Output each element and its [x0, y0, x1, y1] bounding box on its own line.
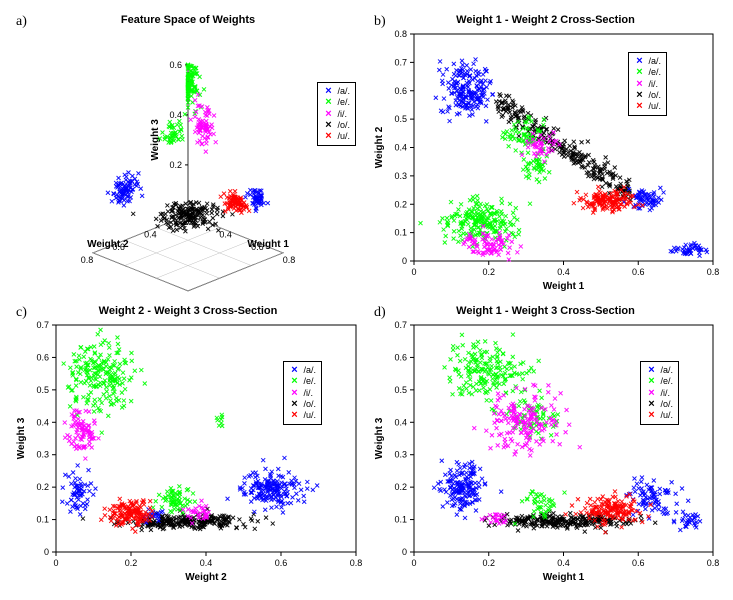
svg-text:0.8: 0.8: [283, 255, 296, 265]
legend-marker: ×: [289, 376, 299, 387]
legend-label: /i/.: [337, 109, 347, 120]
svg-text:0.8: 0.8: [350, 558, 363, 568]
chart-grid: a) Feature Space of Weights 0.20.40.60.8…: [10, 10, 723, 590]
svg-text:0.5: 0.5: [394, 114, 407, 124]
legend-item: × /u/.: [646, 410, 673, 421]
legend-marker: ×: [323, 109, 333, 120]
panel-d: d) Weight 1 - Weight 3 Cross-Section 00.…: [368, 301, 723, 590]
svg-text:0.8: 0.8: [707, 267, 720, 277]
svg-text:0.6: 0.6: [169, 60, 182, 70]
legend-item: × /e/.: [646, 376, 673, 387]
legend-marker: ×: [323, 131, 333, 142]
svg-text:0.1: 0.1: [36, 515, 49, 525]
svg-text:0: 0: [402, 256, 407, 266]
legend: ×/a/.×/e/.×/i/.×/o/.×/u/.: [317, 82, 356, 146]
legend-item: × /u/.: [289, 410, 316, 421]
svg-text:Weight 2: Weight 2: [374, 126, 385, 168]
svg-text:Weight 2: Weight 2: [87, 239, 129, 250]
title-a: Feature Space of Weights: [10, 14, 366, 26]
svg-text:0.6: 0.6: [36, 352, 49, 362]
svg-text:0.4: 0.4: [219, 230, 232, 240]
svg-text:Weight 1: Weight 1: [247, 239, 289, 250]
title-b: Weight 1 - Weight 2 Cross-Section: [368, 14, 723, 26]
chart-a: 0.20.40.60.80.20.40.60.800.20.40.6Weight…: [10, 28, 366, 295]
svg-text:Weight 1: Weight 1: [543, 281, 585, 292]
chart-b: 0 0.2 0.4 0.6 0.8 0 0.1 0.2 0.3 0.4 0.5 0.6 0.7 0.8 We…: [368, 28, 723, 295]
svg-text:0.3: 0.3: [394, 171, 407, 181]
legend-label: /a/.: [303, 365, 316, 376]
legend-label: /o/.: [337, 120, 350, 131]
legend-label: /e/.: [303, 376, 316, 387]
legend-marker: ×: [634, 101, 644, 112]
svg-text:0.8: 0.8: [394, 29, 407, 39]
legend: ×/a/.×/e/.×/i/.×/o/.×/u/.: [640, 361, 679, 425]
legend-marker: ×: [634, 79, 644, 90]
legend-marker: ×: [323, 97, 333, 108]
legend: ×/a/.×/e/.×/i/.×/o/.×/u/.: [628, 52, 667, 116]
legend: ×/a/.×/e/.×/i/.×/o/.×/u/.: [283, 361, 322, 425]
svg-text:0: 0: [53, 558, 58, 568]
panel-b: b) Weight 1 - Weight 2 Cross-Section 00.…: [368, 10, 723, 299]
legend-label: /a/.: [648, 56, 661, 67]
title-c: Weight 2 - Weight 3 Cross-Section: [10, 305, 366, 317]
legend-label: /u/.: [660, 410, 673, 421]
svg-text:0: 0: [44, 547, 49, 557]
svg-text:0.4: 0.4: [394, 143, 407, 153]
legend-label: /u/.: [303, 410, 316, 421]
svg-text:0.4: 0.4: [200, 558, 213, 568]
svg-text:0.2: 0.2: [482, 267, 495, 277]
legend-label: /i/.: [648, 79, 658, 90]
legend-label: /o/.: [660, 399, 673, 410]
legend-item: × /e/.: [323, 97, 350, 108]
legend-item: × /u/.: [323, 131, 350, 142]
title-d: Weight 1 - Weight 3 Cross-Section: [368, 305, 723, 317]
legend-label: /u/.: [337, 131, 350, 142]
legend-item: × /e/.: [289, 376, 316, 387]
svg-text:0.1: 0.1: [394, 228, 407, 238]
svg-text:Weight 3: Weight 3: [150, 119, 161, 161]
legend-marker: ×: [289, 410, 299, 421]
chart-c: 0 0.2 0.4 0.6 0.8 0 0.1 0.2 0.3 0.4 0.5 0.6 0.7 Weigh…: [10, 319, 366, 586]
legend-item: × /u/.: [634, 101, 661, 112]
svg-text:0.2: 0.2: [169, 160, 182, 170]
legend-label: /e/.: [648, 67, 661, 78]
legend-label: /e/.: [337, 97, 350, 108]
svg-text:0.4: 0.4: [557, 267, 570, 277]
legend-label: /a/.: [660, 365, 673, 376]
svg-text:Weight 2: Weight 2: [185, 572, 227, 583]
svg-text:0.8: 0.8: [81, 255, 94, 265]
legend-label: /o/.: [303, 399, 316, 410]
svg-text:0: 0: [411, 267, 416, 277]
panel-a: a) Feature Space of Weights 0.20.40.60.8…: [10, 10, 366, 299]
legend-label: /e/.: [660, 376, 673, 387]
svg-text:0.7: 0.7: [394, 57, 407, 67]
svg-text:0.4: 0.4: [36, 417, 49, 427]
legend-label: /o/.: [648, 90, 661, 101]
chart-d: 00.20.40.60.800.10.20.30.40.50.60.7Weigh…: [368, 319, 723, 586]
legend-marker: ×: [634, 67, 644, 78]
svg-text:0.3: 0.3: [36, 450, 49, 460]
panel-c: c) Weight 2 - Weight 3 Cross-Section 00.…: [10, 301, 366, 590]
svg-text:0.5: 0.5: [36, 385, 49, 395]
legend-marker: ×: [646, 388, 656, 399]
svg-text:0.6: 0.6: [632, 267, 645, 277]
svg-text:0.2: 0.2: [394, 199, 407, 209]
svg-text:0.4: 0.4: [144, 230, 157, 240]
svg-text:0.2: 0.2: [36, 482, 49, 492]
legend-label: /a/.: [337, 86, 350, 97]
svg-text:0.6: 0.6: [275, 558, 288, 568]
svg-text:0.6: 0.6: [394, 86, 407, 96]
svg-text:Weight 3: Weight 3: [16, 417, 27, 459]
legend-label: /u/.: [648, 101, 661, 112]
legend-marker: ×: [289, 388, 299, 399]
legend-item: × /e/.: [634, 67, 661, 78]
svg-text:0.7: 0.7: [36, 320, 49, 330]
legend-label: /i/.: [660, 388, 670, 399]
legend-marker: ×: [646, 410, 656, 421]
legend-marker: ×: [646, 376, 656, 387]
legend-label: /i/.: [303, 388, 313, 399]
svg-text:0.2: 0.2: [125, 558, 138, 568]
svg-text:0.4: 0.4: [169, 110, 182, 120]
